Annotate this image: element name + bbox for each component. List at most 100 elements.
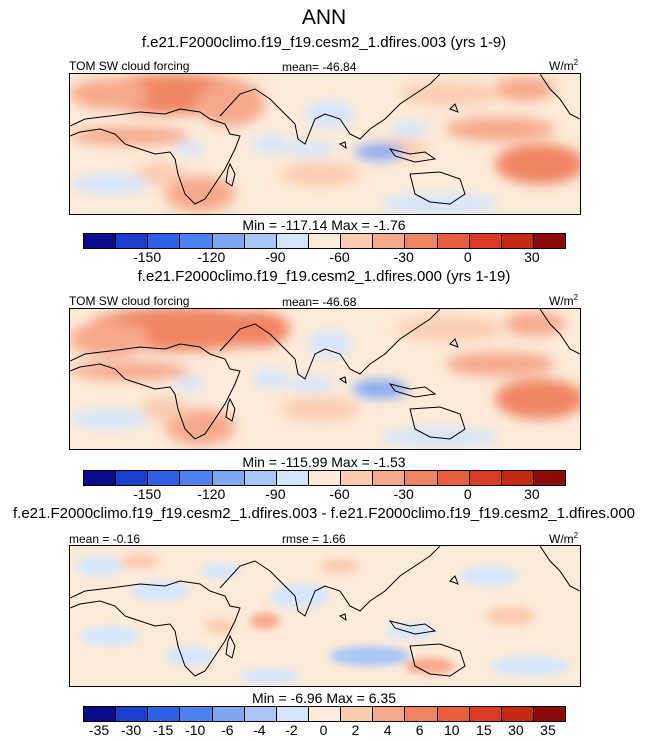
panel-3-colorbar-labels: -35 -30 -15 -10 -6 -4 -2 0 2 4 6 10 15 30 35 (83, 722, 564, 740)
panel-2-colorbar-labels: -150 -120 -90 -60 -30 0 30 (83, 486, 564, 504)
panel-2-map-field (70, 309, 580, 449)
panel-3-rmse-label: rmse = 1.66 (282, 532, 346, 546)
colorbar-tick-label: 4 (383, 722, 392, 738)
colorbar-swatch (180, 707, 213, 721)
colorbar-tick-label: -30 (393, 249, 414, 265)
panel-3-colorbar (83, 706, 566, 722)
colorbar-tick-label: -4 (253, 722, 266, 738)
colorbar-tick-label: -15 (153, 722, 174, 738)
colorbar-tick-label: -10 (185, 722, 206, 738)
colorbar-tick-label: -120 (197, 486, 226, 502)
colorbar-swatch (437, 707, 470, 721)
colorbar-swatch (501, 234, 534, 248)
colorbar-swatch (84, 234, 117, 248)
colorbar-tick-label: -30 (393, 486, 414, 502)
colorbar-swatch (405, 471, 438, 485)
figure-title: ANN (301, 6, 347, 29)
colorbar-swatch (116, 471, 149, 485)
colorbar-swatch (308, 234, 342, 248)
colorbar-tick-label: 10 (443, 722, 460, 738)
panel-2-coastlines (70, 309, 580, 440)
panel-1-coastlines (70, 74, 580, 205)
colorbar-tick-label: -90 (265, 249, 286, 265)
colorbar-swatch (469, 707, 502, 721)
colorbar-tick-label: 35 (540, 722, 556, 738)
panel-1-mean-label: mean= -46.84 (282, 60, 357, 74)
panel-1-case-title: f.e21.F2000climo.f19_f19.cesm2_1.dfires.… (141, 34, 507, 51)
colorbar-tick-label: -150 (133, 249, 162, 265)
colorbar-tick-label: 30 (524, 249, 540, 265)
colorbar-swatch (533, 471, 566, 485)
panel-1-units-label: W/m2 (549, 58, 579, 73)
colorbar-swatch (276, 471, 309, 485)
colorbar-swatch (373, 234, 406, 248)
colorbar-swatch (501, 707, 534, 721)
colorbar-tick-label: -60 (329, 486, 350, 502)
panel-1-variable-label: TOM SW cloud forcing (69, 59, 190, 73)
colorbar-swatch (308, 707, 342, 721)
colorbar-tick-label: -90 (265, 486, 286, 502)
panel-1-map (69, 73, 581, 215)
colorbar-swatch (469, 471, 502, 485)
colorbar-swatch (244, 471, 277, 485)
colorbar-tick-label: -150 (133, 486, 162, 502)
colorbar-tick-label: 15 (476, 722, 492, 738)
panel-2-min-max: Min = -115.99 Max = -1.53 (242, 454, 406, 470)
panel-1-colorbar-labels: -150 -120 -90 -60 -30 0 30 (83, 249, 564, 267)
panel-3-map-field (70, 546, 580, 686)
colorbar-tick-label: -35 (88, 722, 110, 738)
colorbar-swatch (84, 707, 117, 721)
panel-2-case-title: f.e21.F2000climo.f19_f19.cesm2_1.dfires.… (137, 268, 511, 285)
panel-3-case-title: f.e21.F2000climo.f19_f19.cesm2_1.dfires.… (12, 505, 636, 522)
panel-2-variable-label: TOM SW cloud forcing (69, 294, 190, 308)
colorbar-swatch (341, 707, 374, 721)
colorbar-swatch (341, 471, 374, 485)
panel-3-map (69, 545, 581, 687)
colorbar-swatch (116, 707, 149, 721)
colorbar-tick-label: 0 (463, 486, 472, 502)
panel-1-colorbar (83, 233, 566, 249)
colorbar-tick-label: -30 (120, 722, 142, 738)
colorbar-swatch (308, 471, 342, 485)
colorbar-swatch (341, 234, 374, 248)
panel-3-min-max: Min = -6.96 Max = 6.35 (252, 690, 396, 706)
colorbar-tick-label: 6 (415, 722, 424, 738)
colorbar-swatch (469, 234, 502, 248)
colorbar-swatch (212, 707, 245, 721)
colorbar-swatch (437, 234, 470, 248)
colorbar-swatch (533, 234, 566, 248)
colorbar-tick-label: -60 (329, 249, 350, 265)
colorbar-swatch (180, 471, 213, 485)
colorbar-swatch (405, 707, 438, 721)
colorbar-swatch (148, 707, 181, 721)
colorbar-tick-label: 30 (508, 722, 524, 738)
colorbar-tick-label: 30 (524, 486, 540, 502)
panel-1-min-max: Min = -117.14 Max = -1.76 (242, 217, 406, 233)
panel-3-units-label: W/m2 (549, 531, 579, 546)
colorbar-swatch (212, 471, 245, 485)
panel-3-coastlines (70, 546, 580, 677)
colorbar-swatch (180, 234, 213, 248)
colorbar-swatch (373, 471, 406, 485)
colorbar-swatch (405, 234, 438, 248)
panel-1-map-field (70, 74, 580, 214)
panel-3-mean-label: mean = -0.16 (69, 532, 141, 546)
colorbar-swatch (437, 471, 470, 485)
colorbar-swatch (116, 234, 149, 248)
panel-2-units-label: W/m2 (549, 293, 579, 308)
colorbar-swatch (244, 234, 277, 248)
colorbar-tick-label: -120 (197, 249, 226, 265)
colorbar-tick-label: 0 (463, 249, 472, 265)
panel-2-map (69, 308, 581, 450)
colorbar-swatch (244, 707, 277, 721)
colorbar-tick-label: 0 (319, 722, 328, 738)
colorbar-swatch (276, 234, 309, 248)
colorbar-swatch (276, 707, 309, 721)
colorbar-swatch (148, 471, 181, 485)
colorbar-swatch (373, 707, 406, 721)
panel-2-colorbar (83, 470, 566, 486)
colorbar-swatch (148, 234, 181, 248)
colorbar-swatch (84, 471, 117, 485)
panel-2-mean-label: mean= -46.68 (282, 295, 357, 309)
colorbar-tick-label: 2 (351, 722, 360, 738)
